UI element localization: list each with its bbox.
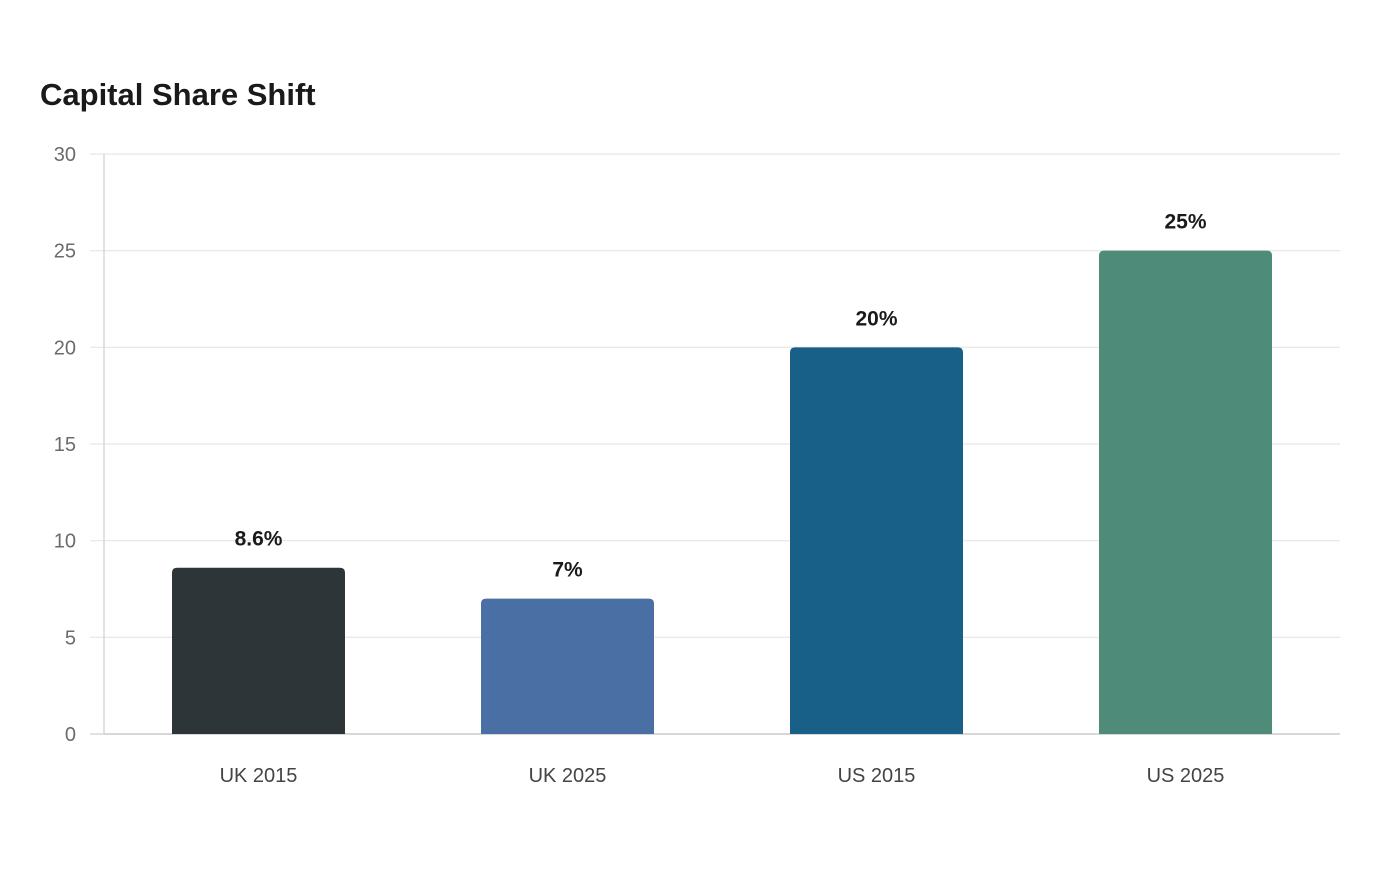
- y-tick-label: 10: [54, 531, 76, 553]
- value-labels: 8.6% 7% 20% 25%: [235, 211, 1207, 582]
- bar-us-2025: [1099, 250, 1272, 734]
- y-tick-label: 30: [54, 144, 76, 166]
- y-tick-label: 15: [54, 434, 76, 456]
- value-label: 8.6%: [235, 528, 283, 551]
- y-tick-label: 25: [54, 241, 76, 263]
- x-tick-label: US 2015: [838, 765, 916, 787]
- x-tick-label: US 2025: [1147, 765, 1225, 787]
- y-tick-label: 5: [65, 627, 76, 649]
- bar-uk-2025: [481, 598, 654, 734]
- y-axis-ticks: 0 5 10 15 20 25 30: [54, 144, 76, 746]
- value-label: 25%: [1164, 211, 1206, 234]
- x-axis-labels: UK 2015 UK 2025 US 2015 US 2025: [220, 765, 1225, 787]
- y-tick-label: 0: [65, 724, 76, 746]
- chart-title: Capital Share Shift: [40, 77, 316, 112]
- bar-us-2015: [790, 347, 963, 734]
- value-label: 20%: [855, 307, 897, 330]
- y-tick-label: 20: [54, 337, 76, 359]
- bars: [172, 250, 1272, 734]
- x-tick-label: UK 2025: [529, 765, 607, 787]
- value-label: 7%: [552, 559, 583, 582]
- bar-uk-2015: [172, 567, 345, 734]
- x-tick-label: UK 2015: [220, 765, 298, 787]
